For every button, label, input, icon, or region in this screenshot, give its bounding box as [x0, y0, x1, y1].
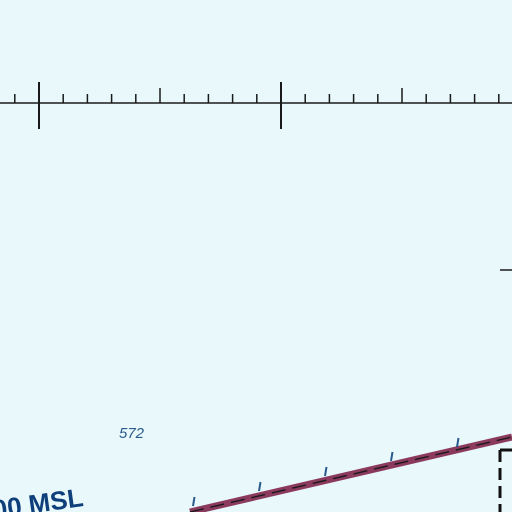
boundary-tick: [324, 466, 328, 477]
boundary-tick: [456, 437, 460, 448]
boundary-ticks: [192, 437, 460, 507]
boundary-tick: [390, 451, 394, 462]
boundary-tick: [258, 481, 262, 492]
latitude-graticule: [0, 82, 512, 129]
graticule-ticks: [14, 88, 500, 103]
depth-sounding: 572: [119, 425, 145, 442]
sector-boundary: [498, 448, 512, 512]
boundary-tick: [192, 496, 196, 507]
airspace-boundary: [189, 433, 512, 512]
